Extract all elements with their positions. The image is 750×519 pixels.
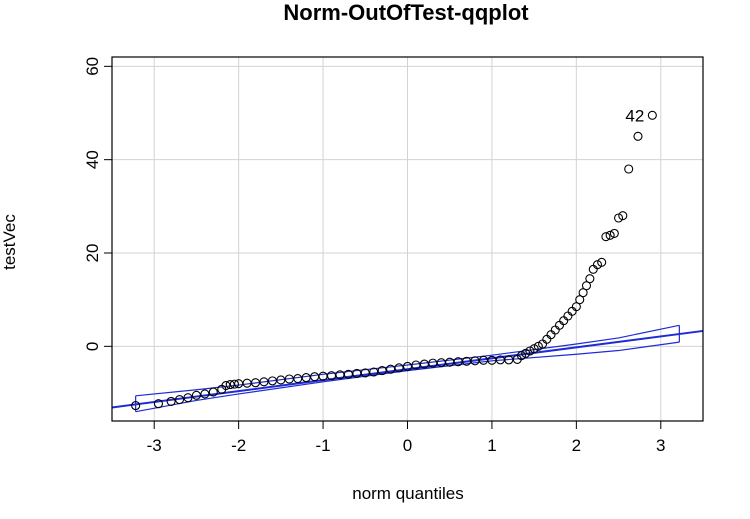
x-tick-label: 1 <box>487 436 496 455</box>
x-tick-label: 3 <box>656 436 665 455</box>
data-point <box>563 311 573 321</box>
y-tick-label: 60 <box>83 57 102 76</box>
y-axis-label: testVec <box>0 214 19 270</box>
data-point <box>394 363 404 373</box>
x-tick-label: 0 <box>403 436 412 455</box>
data-point <box>605 230 615 240</box>
data-point <box>647 110 657 120</box>
data-point <box>200 389 210 399</box>
data-points <box>131 110 657 411</box>
data-point <box>377 366 387 376</box>
data-point <box>601 232 611 242</box>
x-tick-label: -2 <box>231 436 246 455</box>
data-point <box>550 325 560 335</box>
data-point <box>597 257 607 267</box>
data-point <box>588 264 598 274</box>
x-tick-label: -3 <box>147 436 162 455</box>
data-point <box>221 380 231 391</box>
y-tick-label: 0 <box>83 342 102 351</box>
data-point <box>174 394 185 405</box>
data-point <box>585 274 595 284</box>
x-tick-label: -1 <box>316 436 331 455</box>
data-point <box>191 390 201 400</box>
y-tick-label: 20 <box>83 244 102 263</box>
data-point <box>624 164 634 174</box>
data-point <box>618 211 628 221</box>
data-point <box>208 387 218 397</box>
y-tick-label: 40 <box>83 150 102 169</box>
x-tick-label: 2 <box>572 436 581 455</box>
annotations: 42 <box>625 106 644 125</box>
data-point <box>183 393 193 403</box>
data-point <box>166 396 176 406</box>
data-point <box>153 399 163 409</box>
data-point <box>301 373 311 383</box>
data-point <box>542 334 552 344</box>
data-point <box>229 379 239 389</box>
chart-title: Norm-OutOfTest-qqplot <box>283 0 529 25</box>
envelope-upper <box>135 324 680 397</box>
data-point <box>402 361 413 371</box>
data-point <box>554 320 565 330</box>
x-axis: -3 -2 -1 0 1 2 3 <box>147 421 666 455</box>
data-point <box>293 373 303 384</box>
data-point <box>386 364 396 374</box>
data-point <box>445 357 455 367</box>
data-point <box>546 330 556 340</box>
point-annotation: 42 <box>625 106 644 125</box>
data-point <box>131 401 141 411</box>
data-point <box>310 372 320 382</box>
data-point <box>633 131 643 141</box>
x-axis-label: norm quantiles <box>352 484 464 503</box>
data-point <box>369 367 379 377</box>
y-axis: 0 20 40 60 <box>83 57 112 351</box>
data-point <box>559 316 569 326</box>
data-point <box>609 228 619 238</box>
grid-lines <box>112 57 703 421</box>
data-point <box>567 306 577 316</box>
